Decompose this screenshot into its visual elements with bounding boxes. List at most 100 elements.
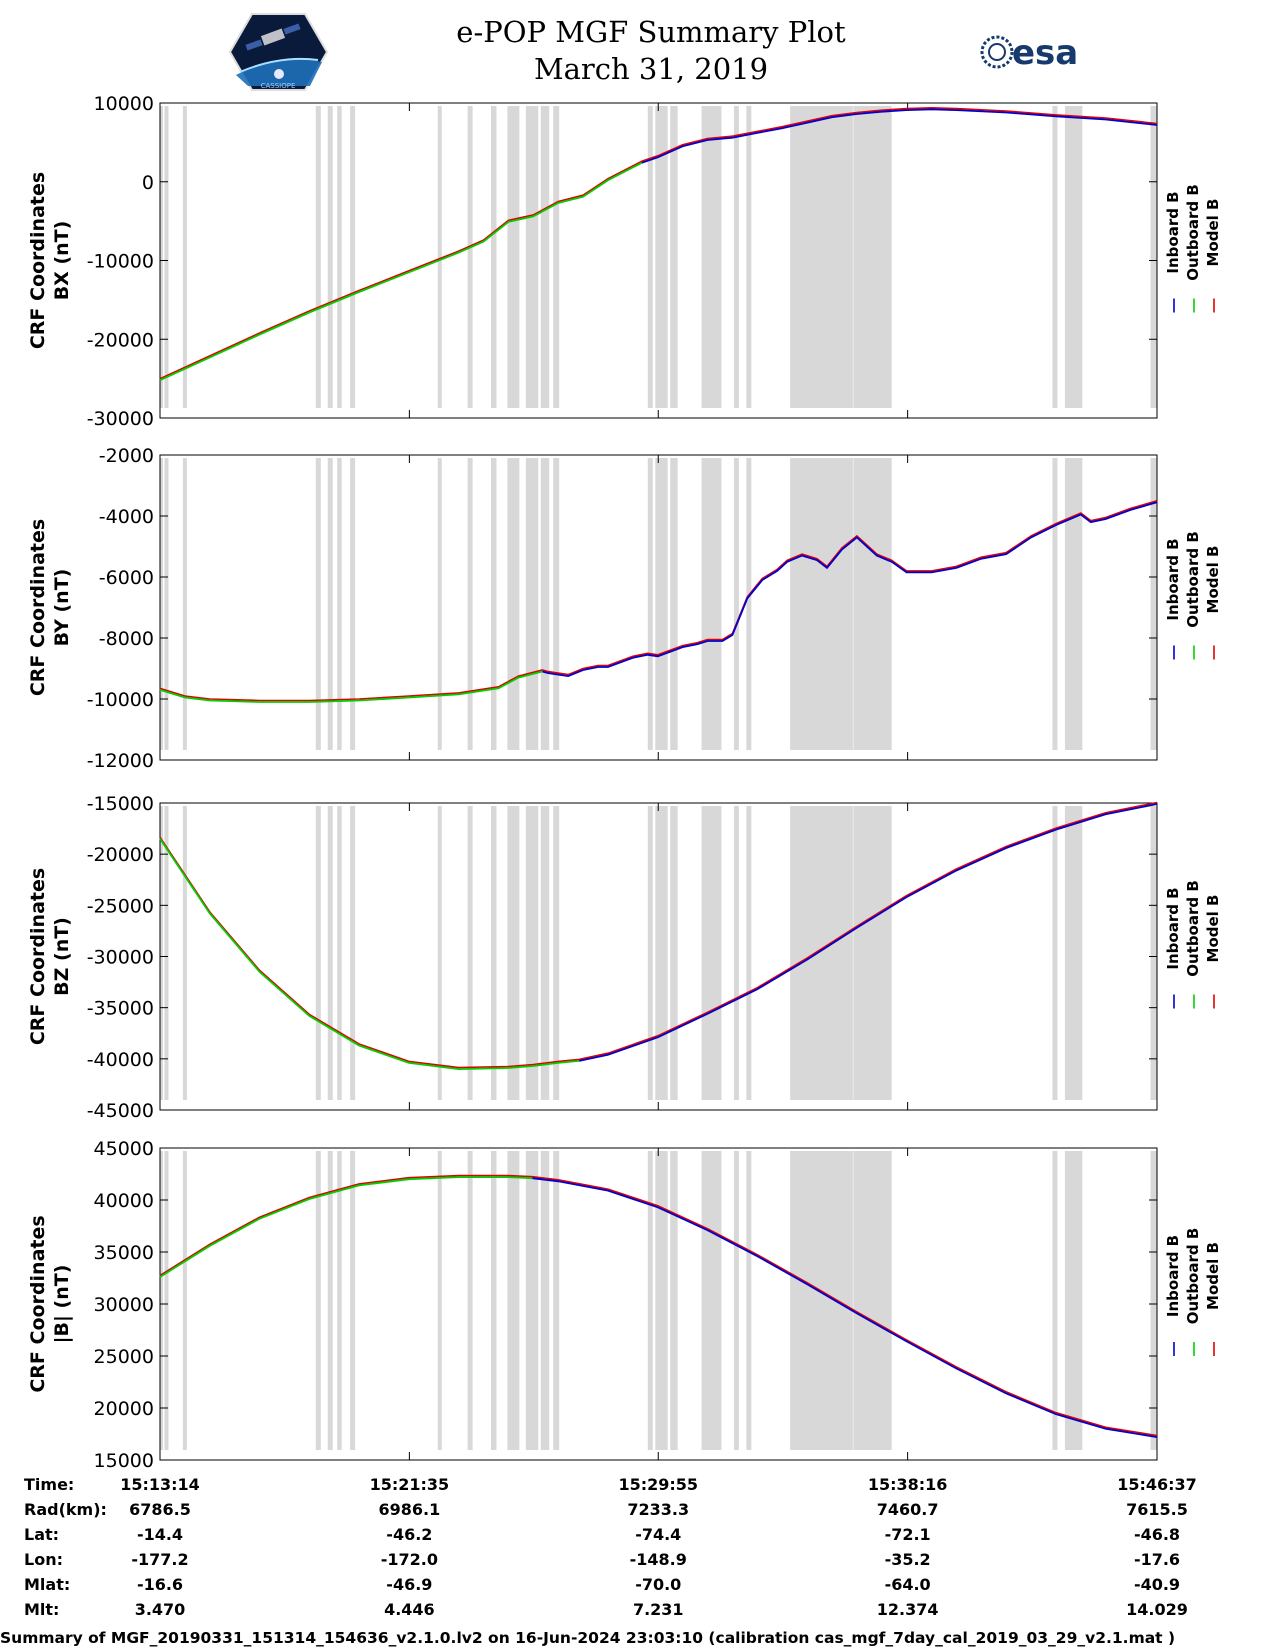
legend-outboard-b-label: Outboard B: [1184, 1228, 1202, 1325]
gap-band: [525, 1151, 539, 1450]
gap-band: [164, 806, 169, 1100]
y-axis-label-units: |B| (nT): [51, 1265, 73, 1344]
table-cell: 12.374: [877, 1600, 939, 1619]
y-axis-label: CRF Coordinates: [27, 868, 49, 1045]
table-cell: -40.9: [1134, 1575, 1180, 1594]
gap-band: [670, 1151, 678, 1450]
table-cell: -17.6: [1134, 1550, 1180, 1569]
gap-band: [701, 458, 722, 750]
gap-band: [437, 458, 442, 750]
gap-band: [160, 806, 163, 1100]
table-cell: 7.231: [633, 1600, 684, 1619]
gap-band: [1150, 1151, 1157, 1450]
y-tick-label: 35000: [94, 1242, 154, 1264]
table-cell: 14.029: [1126, 1600, 1188, 1619]
y-tick-label: -6000: [99, 567, 154, 589]
gap-band: [670, 106, 678, 408]
table-row-label: Mlt:: [24, 1600, 59, 1619]
series-line-inboard-b: [641, 108, 1158, 164]
gap-band: [182, 458, 187, 750]
legend-model-b-label: Model B: [1204, 1242, 1222, 1310]
gap-band: [853, 106, 892, 408]
gap-band: [746, 1151, 752, 1450]
table-cell: -46.2: [386, 1525, 432, 1544]
legend-model-b-label: Model B: [1204, 895, 1222, 963]
y-axis-label-units: BY (nT): [51, 569, 73, 647]
series-line-model-b: [159, 1174, 1158, 1437]
gap-band: [746, 106, 752, 408]
gap-band: [164, 458, 169, 750]
gap-band: [1064, 806, 1083, 1100]
gap-band: [733, 806, 739, 1100]
gap-band: [491, 1151, 497, 1450]
gap-band: [337, 806, 342, 1100]
table-cell: -148.9: [630, 1550, 687, 1569]
table-row-label: Mlat:: [24, 1575, 70, 1594]
gap-band: [701, 1151, 722, 1450]
table-row-label: Time:: [24, 1475, 74, 1494]
table-cell: -46.8: [1134, 1525, 1180, 1544]
gap-band: [853, 806, 892, 1100]
y-tick-label: -15000: [87, 793, 154, 815]
gap-band: [437, 1151, 442, 1450]
gap-band: [437, 806, 442, 1100]
gap-band: [491, 458, 497, 750]
gap-band: [467, 806, 473, 1100]
table-cell: 4.446: [384, 1600, 435, 1619]
table-cell: -14.4: [137, 1525, 183, 1544]
legend-model-b-label: Model B: [1204, 546, 1222, 614]
cassiope-logo-text: CASSIOPE: [261, 82, 296, 90]
gap-band: [491, 806, 497, 1100]
gap-band: [507, 1151, 520, 1450]
y-tick-label: -30000: [87, 408, 154, 430]
gap-band: [553, 1151, 560, 1450]
gap-band: [553, 106, 560, 408]
gap-band: [1064, 458, 1083, 750]
gap-band: [350, 106, 356, 408]
gap-band: [160, 1151, 163, 1450]
gap-band: [1052, 106, 1058, 408]
legend-inboard-b-label: Inboard B: [1164, 1235, 1182, 1317]
gap-band: [655, 806, 668, 1100]
footer-caption: Summary of MGF_20190331_151314_154636_v2…: [0, 1629, 1175, 1647]
table-cell: -46.9: [386, 1575, 432, 1594]
gap-band: [733, 1151, 739, 1450]
y-tick-label: 45000: [94, 1138, 154, 1160]
table-cell: -16.6: [137, 1575, 183, 1594]
y-tick-label: 30000: [94, 1294, 154, 1316]
y-tick-label: 25000: [94, 1346, 154, 1368]
table-row-label: Lat:: [24, 1525, 59, 1544]
gap-band: [1052, 806, 1058, 1100]
series-line-model-b: [159, 801, 1158, 1069]
gap-band: [701, 106, 722, 408]
table-cell: 7233.3: [627, 1500, 689, 1519]
table-cell: 3.470: [135, 1600, 186, 1619]
series-line-outboard-b: [159, 838, 580, 1071]
legend-inboard-b-label: Inboard B: [1164, 887, 1182, 969]
esa-logo-text: esa: [1012, 33, 1078, 73]
gap-band: [733, 458, 739, 750]
chart-title-line1: e-POP MGF Summary Plot: [456, 15, 846, 49]
legend-model-b-label: Model B: [1204, 199, 1222, 267]
y-tick-label: -10000: [87, 251, 154, 273]
gap-band: [790, 806, 853, 1100]
gap-band: [350, 1151, 356, 1450]
table-cell: -35.2: [885, 1550, 931, 1569]
y-tick-label: -10000: [87, 689, 154, 711]
y-tick-label: -4000: [99, 506, 154, 528]
gap-band: [1150, 106, 1157, 408]
gap-band: [327, 1151, 333, 1450]
gap-band: [160, 458, 163, 750]
table-cell: 7460.7: [877, 1500, 939, 1519]
y-tick-label: 20000: [94, 1398, 154, 1420]
gap-band: [315, 458, 321, 750]
series-line-inboard-b: [542, 501, 1158, 678]
y-tick-label: -20000: [87, 329, 154, 351]
gap-band: [1150, 458, 1157, 750]
gap-band: [491, 106, 497, 408]
gap-band: [701, 806, 722, 1100]
gap-band: [315, 1151, 321, 1450]
gap-band: [553, 458, 560, 750]
y-tick-label: 0: [142, 172, 154, 194]
